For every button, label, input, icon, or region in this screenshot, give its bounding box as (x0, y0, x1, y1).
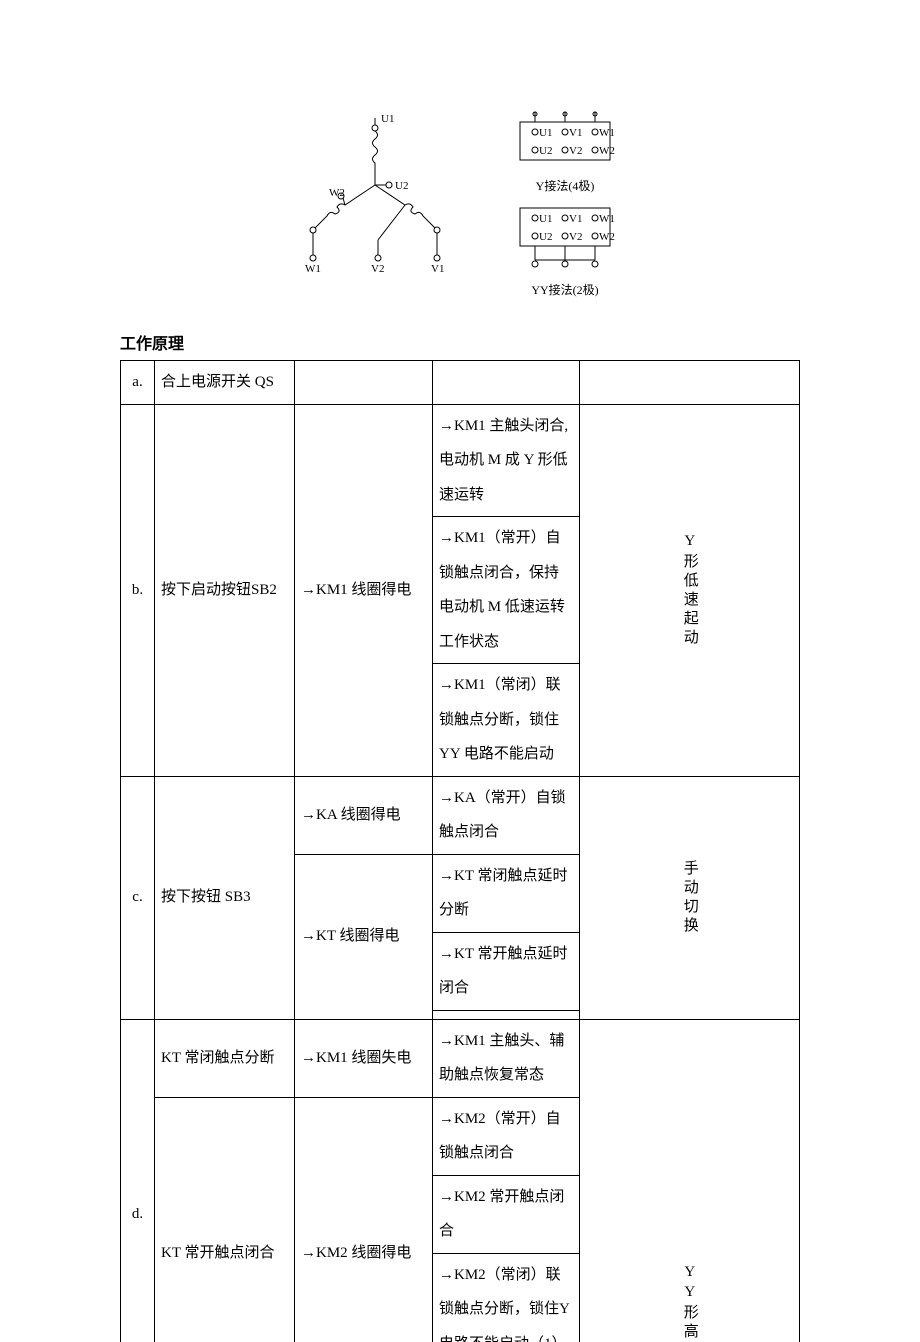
y-box-diagram: U1 V1 W1 U2 V2 W2 Y接法(4极) (495, 110, 635, 194)
row-idx: a. (121, 361, 155, 405)
svg-text:U2: U2 (539, 231, 552, 243)
cell: →KT 常闭触点延时分断 (433, 854, 580, 932)
cell: →KM1（常闭）联锁触点分断，锁住YY 电路不能启动 (433, 664, 580, 777)
diagram-area: U1 U2 W2 W1 V2 V1 U1 (120, 110, 800, 300)
svg-text:U2: U2 (539, 145, 552, 157)
yy-box-diagram: U1 V1 W1 U2 V2 W2 YY接法(2极) (495, 202, 635, 298)
svg-text:V2: V2 (569, 231, 582, 243)
table-row: a. 合上电源开关 QS (121, 361, 800, 405)
svg-text:V1: V1 (569, 127, 582, 139)
cell: →KA 线圈得电 (295, 776, 433, 854)
svg-text:U1: U1 (539, 127, 552, 139)
cell: KT 常闭触点分断 (155, 1019, 295, 1097)
cell (433, 361, 580, 405)
principle-table: a. 合上电源开关 QS b. 按下启动按钮SB2 →KM1 线圈得电 →KM1… (120, 360, 800, 1342)
svg-text:W2: W2 (599, 145, 615, 157)
w2-label: W2 (329, 187, 345, 199)
svg-text:W1: W1 (599, 127, 615, 139)
cell (433, 1010, 580, 1019)
cell: →KM2（常开）自锁触点闭合 (433, 1097, 580, 1175)
svg-text:V1: V1 (569, 213, 582, 225)
box-diagrams: U1 V1 W1 U2 V2 W2 Y接法(4极) (495, 110, 635, 298)
v1-label: V1 (431, 263, 444, 275)
cell: →KM1 线圈得电 (295, 404, 433, 776)
cell: 合上电源开关 QS (155, 361, 295, 405)
yy-caption: YY接法(2极) (495, 281, 635, 298)
section-heading: 工作原理 (120, 330, 800, 354)
cell: YY形高速运转 (580, 1019, 800, 1342)
cell: →KT 线圈得电 (295, 854, 433, 1019)
row-idx: b. (121, 404, 155, 776)
y-caption: Y接法(4极) (495, 177, 635, 194)
cell: →KM1（常开）自锁触点闭合，保持电动机 M 低速运转工作状态 (433, 517, 580, 664)
u2-label: U2 (395, 180, 408, 192)
cell: →KT 常开触点延时闭合 (433, 932, 580, 1010)
cell (580, 361, 800, 405)
cell: 手动切换 (580, 776, 800, 1019)
svg-text:W2: W2 (599, 231, 615, 243)
cell: 按下启动按钮SB2 (155, 404, 295, 776)
cell: →KM2 常开触点闭合 (433, 1175, 580, 1253)
cell: →KM1 主触头闭合, 电动机 M 成 Y 形低速运转 (433, 404, 580, 517)
v2-label: V2 (371, 263, 384, 275)
svg-text:W1: W1 (599, 213, 615, 225)
cell (295, 361, 433, 405)
cell: →KA（常开）自锁触点闭合 (433, 776, 580, 854)
cell: →KM1 主触头、辅助触点恢复常态 (433, 1019, 580, 1097)
cell: →KM2 线圈得电 (295, 1097, 433, 1342)
svg-text:V2: V2 (569, 145, 582, 157)
cell: Y形低速起动 (580, 404, 800, 776)
table-row: c. 按下按钮 SB3 →KA 线圈得电 →KA（常开）自锁触点闭合 手动切换 (121, 776, 800, 854)
table-row: b. 按下启动按钮SB2 →KM1 线圈得电 →KM1 主触头闭合, 电动机 M… (121, 404, 800, 517)
cell: →KM1 线圈失电 (295, 1019, 433, 1097)
table-row: d. KT 常闭触点分断 →KM1 线圈失电 →KM1 主触头、辅助触点恢复常态… (121, 1019, 800, 1097)
cell: 按下按钮 SB3 (155, 776, 295, 1019)
svg-text:U1: U1 (539, 213, 552, 225)
u1-label: U1 (381, 113, 394, 125)
cell: KT 常开触点闭合 (155, 1097, 295, 1342)
cell: →KM2（常闭）联锁触点分断，锁住Y 电路不能启动（1） (433, 1253, 580, 1342)
row-idx: c. (121, 776, 155, 1019)
y-star-diagram: U1 U2 W2 W1 V2 V1 (285, 110, 465, 290)
row-idx: d. (121, 1019, 155, 1342)
w1-label: W1 (305, 263, 321, 275)
